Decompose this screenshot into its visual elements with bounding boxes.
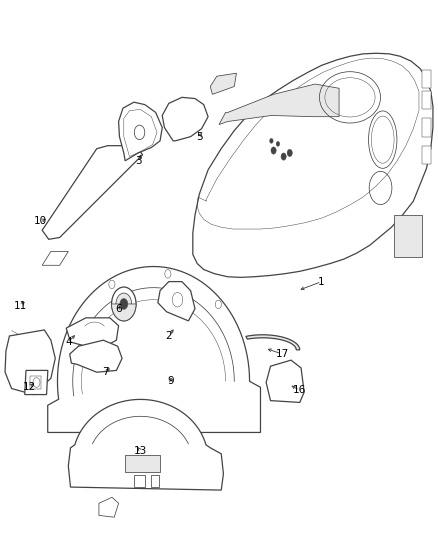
Polygon shape <box>193 53 433 277</box>
Polygon shape <box>158 281 195 321</box>
Polygon shape <box>162 98 208 141</box>
Circle shape <box>109 280 115 289</box>
Polygon shape <box>66 318 119 350</box>
Circle shape <box>172 293 183 307</box>
Circle shape <box>112 287 136 321</box>
Text: 9: 9 <box>168 376 174 386</box>
Circle shape <box>281 153 286 160</box>
Circle shape <box>276 141 280 146</box>
Circle shape <box>134 125 145 140</box>
Wedge shape <box>112 304 136 321</box>
Text: 16: 16 <box>293 385 307 395</box>
Polygon shape <box>422 91 431 109</box>
Text: 12: 12 <box>22 382 36 392</box>
Polygon shape <box>5 330 55 394</box>
Text: 10: 10 <box>33 216 46 226</box>
Polygon shape <box>151 475 159 487</box>
Text: 11: 11 <box>14 301 27 311</box>
Polygon shape <box>422 118 431 136</box>
Polygon shape <box>42 252 68 265</box>
Polygon shape <box>219 84 339 125</box>
Polygon shape <box>119 102 162 161</box>
Polygon shape <box>99 497 119 517</box>
Text: 17: 17 <box>276 349 289 359</box>
Polygon shape <box>210 73 237 94</box>
Text: 3: 3 <box>135 156 141 166</box>
Text: 5: 5 <box>196 132 203 142</box>
Polygon shape <box>125 455 160 472</box>
Polygon shape <box>68 399 223 490</box>
Text: 1: 1 <box>318 277 325 287</box>
Polygon shape <box>394 215 422 257</box>
Circle shape <box>287 149 292 157</box>
Circle shape <box>270 139 273 143</box>
Polygon shape <box>246 335 300 350</box>
Polygon shape <box>134 475 145 487</box>
Polygon shape <box>25 370 48 394</box>
Text: 2: 2 <box>166 331 172 341</box>
Circle shape <box>165 270 171 278</box>
Polygon shape <box>266 360 304 402</box>
Circle shape <box>116 293 132 315</box>
Text: 13: 13 <box>134 446 147 456</box>
Polygon shape <box>422 70 431 88</box>
Polygon shape <box>42 146 143 239</box>
Circle shape <box>215 300 221 309</box>
Polygon shape <box>48 266 261 432</box>
Circle shape <box>120 298 128 309</box>
Polygon shape <box>70 340 122 372</box>
Text: 7: 7 <box>102 367 109 377</box>
Circle shape <box>271 147 276 154</box>
Polygon shape <box>422 146 431 164</box>
Text: 4: 4 <box>65 337 72 347</box>
Text: 6: 6 <box>115 304 122 314</box>
